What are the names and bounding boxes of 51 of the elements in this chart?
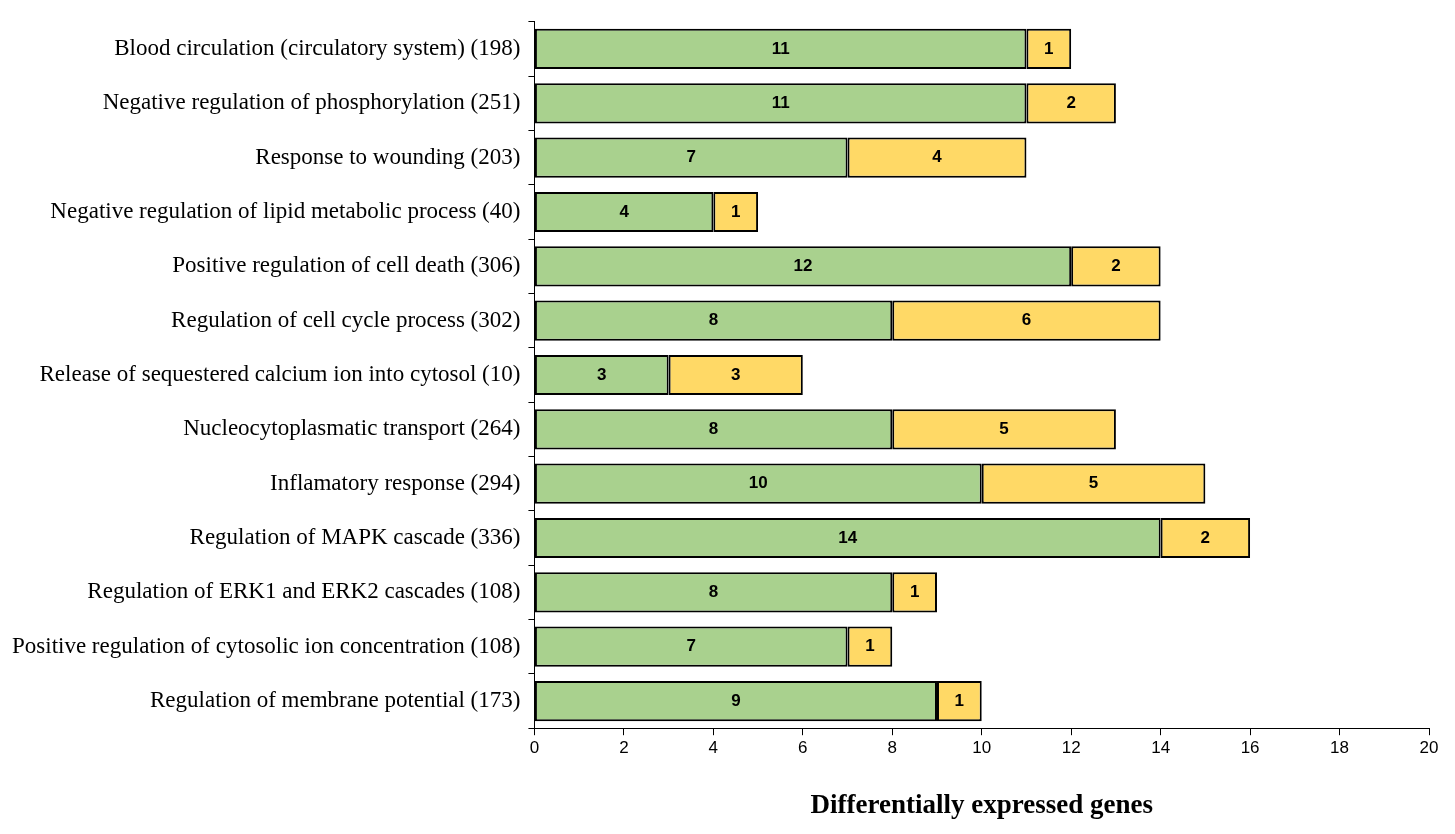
data-label: 1 [865,636,875,656]
y-tick-label: Positive regulation of cytosolic ion concentration (108) [12,632,521,658]
x-tick-label: 8 [887,738,897,758]
data-label: 4 [932,147,943,167]
data-label: 9 [731,690,741,710]
data-label: 11 [771,93,790,112]
data-label: 3 [730,364,741,384]
data-label: 4 [619,201,630,221]
data-label: 12 [793,256,813,276]
data-label: 11 [771,38,790,58]
y-tick-label: Blood circulation (circulatory system) (198) [114,35,521,61]
data-label: 3 [597,364,607,384]
y-tick-label: Negative regulation of phosphorylation (251) [102,89,521,115]
x-tick-label: 20 [1419,738,1439,758]
y-tick-label: Regulation of MAPK cascade (336) [189,524,521,550]
data-label: 7 [686,636,696,656]
data-label: 2 [1111,256,1121,276]
x-tick-label: 16 [1240,738,1260,758]
data-label: 1 [1044,38,1054,58]
data-label: 8 [708,419,719,439]
x-tick-label: 18 [1330,738,1349,758]
y-tick-label: Positive regulation of cell death (306) [172,252,521,278]
y-tick-label: Nucleocytoplasmatic transport (264) [183,415,521,441]
x-tick-label: 12 [1061,738,1081,758]
data-label: 8 [708,310,719,330]
y-tick-label: Regulation of ERK1 and ERK2 cascades (108) [87,578,521,604]
x-tick-label: 4 [708,738,719,758]
y-tick-label: Response to wounding (203) [255,143,521,169]
data-label: 14 [838,527,858,547]
x-axis-title: Differentially expressed genes [810,788,1153,819]
y-tick-label: Inflamatory response (294) [270,469,521,495]
data-label: 2 [1200,527,1211,547]
x-tick-label: 10 [972,738,992,758]
data-label: 1 [954,690,965,710]
data-label: 5 [1088,473,1099,493]
x-tick-label: 14 [1151,738,1171,758]
y-tick-label: Negative regulation of lipid metabolic process (40) [50,198,521,224]
x-tick-label: 6 [798,738,808,758]
data-label: 5 [999,419,1009,439]
data-label: 10 [748,473,768,493]
data-label: 8 [708,582,719,602]
y-tick-label: Release of sequestered calcium ion into cytosol (10) [39,361,521,387]
data-label: 1 [730,201,741,221]
x-tick-label: 0 [529,738,540,758]
y-tick-label: Regulation of membrane potential (173) [149,687,521,713]
x-tick-label: 2 [619,738,629,758]
y-tick-label: Regulation of cell cycle process (302) [171,306,521,332]
data-label: 7 [686,147,696,167]
data-label: 2 [1066,93,1076,112]
data-label: 1 [909,582,920,602]
data-label: 6 [1021,310,1032,330]
